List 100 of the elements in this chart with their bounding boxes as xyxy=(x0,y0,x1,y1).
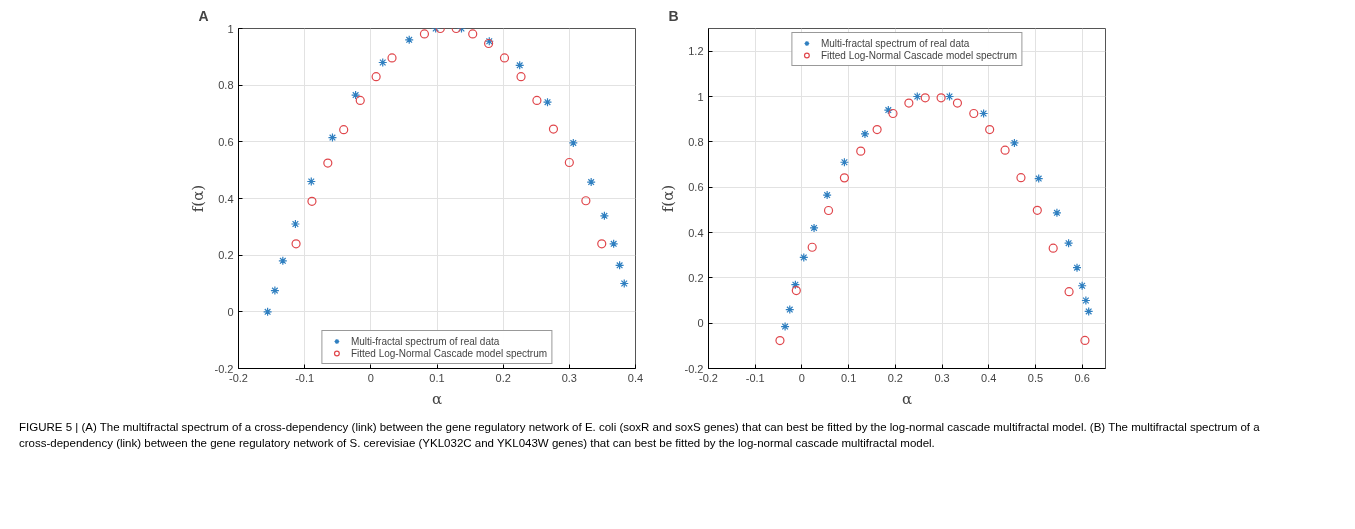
y-tick-label: -0.2 xyxy=(214,362,234,375)
x-tick-label: 0 xyxy=(367,371,374,384)
chart-title: A xyxy=(198,7,209,24)
y-axis-title: f(α) xyxy=(658,184,677,213)
point xyxy=(1064,287,1074,297)
point xyxy=(920,93,930,103)
point xyxy=(499,53,510,63)
y-tick-label: 0.6 xyxy=(218,135,234,148)
x-axis-title: α xyxy=(901,389,913,408)
y-tick-label: 0.4 xyxy=(218,192,234,205)
point xyxy=(883,105,893,115)
point xyxy=(969,108,979,119)
point xyxy=(542,97,553,107)
caption: FIGURE 5 | (A) The multifractal spectrum of a cross-dependency (link) between the gene regulatory network of E. coli (soxR and soxS genes) that can best be fitted by the log-normal cascade multifractal model. (B) The multifractal spectrum of a cross-dependency (link) between the gene regulatory network of S. cerevisiae (YKL032C and YKL043W genes) that can best be fitted by the log-normal cascade multifractal model. xyxy=(18,420,1261,452)
point xyxy=(327,132,338,143)
point xyxy=(860,129,870,139)
point xyxy=(1072,263,1082,273)
y-tick-label: 1 xyxy=(697,90,704,103)
point xyxy=(619,278,629,289)
point xyxy=(1032,205,1042,215)
x-tick-label: 0.3 xyxy=(561,371,577,384)
point xyxy=(1084,306,1094,316)
point xyxy=(872,125,882,135)
point xyxy=(856,146,866,156)
point xyxy=(468,29,478,39)
y-tick-label: 1 xyxy=(227,22,234,35)
point xyxy=(351,90,361,100)
point xyxy=(839,173,850,183)
point xyxy=(371,72,381,82)
point xyxy=(979,108,989,119)
x-tick-label: -0.1 xyxy=(745,371,765,384)
point xyxy=(952,98,963,108)
point xyxy=(586,177,596,187)
point xyxy=(387,53,397,63)
point xyxy=(785,304,795,315)
x-tick-label: 0.2 xyxy=(495,371,511,384)
point xyxy=(944,91,955,102)
x-axis-title: α xyxy=(431,389,443,408)
point xyxy=(912,91,922,102)
point xyxy=(1016,173,1026,183)
point xyxy=(985,125,995,135)
point xyxy=(1000,145,1010,155)
x-tick-label: 0.6 xyxy=(1074,371,1090,384)
y-tick-label: -0.2 xyxy=(684,362,704,375)
point xyxy=(1064,238,1074,248)
point xyxy=(270,285,280,296)
point xyxy=(290,219,300,229)
legend-label: Multi-fractal spectrum of real data xyxy=(350,335,500,347)
x-tick-label: 0.4 xyxy=(981,371,997,384)
point xyxy=(378,57,388,68)
x-tick-label: 0.2 xyxy=(887,371,903,384)
point xyxy=(799,252,809,263)
point xyxy=(1077,281,1087,291)
point xyxy=(564,157,574,168)
x-tick-label: 0.4 xyxy=(627,371,644,384)
point xyxy=(775,336,785,346)
point xyxy=(404,35,414,45)
legend-label: Multi-fractal spectrum of real data xyxy=(820,37,970,49)
point xyxy=(263,307,273,317)
point xyxy=(780,321,790,332)
point xyxy=(1048,243,1058,253)
x-tick-label: -0.1 xyxy=(295,371,315,384)
x-tick-label: 0.1 xyxy=(840,371,857,384)
point xyxy=(581,196,591,206)
y-tick-label: 1.2 xyxy=(688,45,704,58)
point xyxy=(307,196,317,206)
point xyxy=(515,60,525,70)
legend-label: Fitted Log-Normal Cascade model spectrum xyxy=(820,49,1018,61)
x-tick-label: 0 xyxy=(798,371,805,384)
point xyxy=(823,205,834,216)
point xyxy=(323,158,333,168)
point xyxy=(790,280,800,290)
y-tick-label: 0.8 xyxy=(688,135,704,148)
point xyxy=(807,242,817,252)
point xyxy=(1081,295,1091,306)
point xyxy=(936,93,946,103)
point xyxy=(306,176,316,187)
y-tick-label: 0.2 xyxy=(218,249,234,262)
point xyxy=(599,211,609,221)
point xyxy=(1052,208,1062,218)
point xyxy=(809,223,819,233)
chart-title: B xyxy=(668,7,679,24)
point xyxy=(839,157,850,167)
point xyxy=(419,29,430,39)
point xyxy=(1009,138,1020,148)
point xyxy=(355,95,365,106)
y-axis-title: f(α) xyxy=(188,184,207,213)
y-tick-label: 0.8 xyxy=(218,79,234,92)
y-tick-label: 0.4 xyxy=(688,226,704,239)
point xyxy=(888,108,898,119)
point xyxy=(339,125,349,135)
point xyxy=(609,239,619,249)
point xyxy=(615,260,625,270)
point xyxy=(568,138,578,148)
y-tick-label: 0 xyxy=(697,317,704,330)
legend-label: Fitted Log-Normal Cascade model spectrum xyxy=(350,347,548,359)
x-tick-label: 0.3 xyxy=(934,371,950,384)
point xyxy=(1080,335,1090,345)
y-tick-label: 0 xyxy=(227,305,234,318)
point xyxy=(597,239,607,249)
